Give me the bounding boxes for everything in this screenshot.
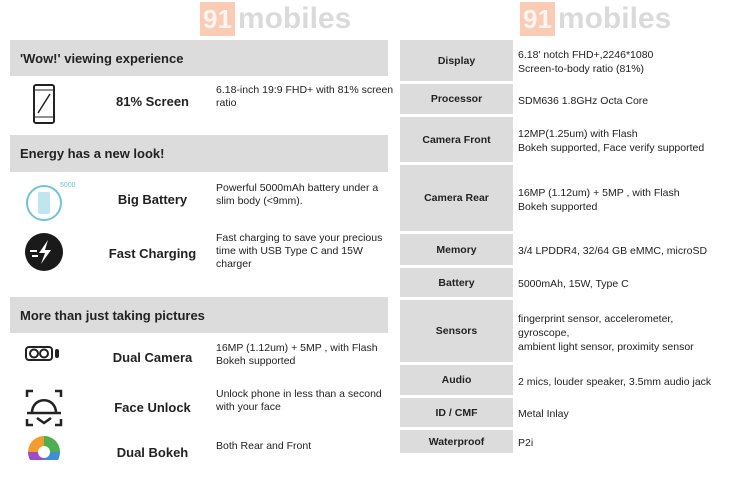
feature-name: Face Unlock	[114, 400, 191, 415]
feature-row: 81% Screen 6.18-inch 19:9 FHD+ with 81% …	[10, 82, 395, 126]
spec-row: ID / CMF Metal Inlay	[400, 398, 729, 430]
spec-row: Sensors fingerprint sensor, accelerometer…	[400, 300, 729, 365]
spec-value-line: P2i	[518, 437, 534, 449]
spec-row: Waterproof P2i	[400, 430, 729, 456]
section-header: 'Wow!' viewing experience	[10, 40, 388, 76]
spec-label: Camera Rear	[400, 165, 513, 234]
battery-badge: 5000	[60, 182, 76, 189]
watermark-text: mobiles	[557, 2, 672, 35]
watermark-logo: 91 mobiles	[200, 2, 351, 36]
spec-value-line: 6.18' notch FHD+,2246*1080	[518, 49, 654, 61]
spec-label: Sensors	[400, 300, 513, 365]
feature-desc: 6.18-inch 19:9 FHD+ with 81% screen rati…	[216, 84, 394, 109]
spec-value: 2 mics, louder speaker, 3.5mm audio jack	[513, 365, 729, 398]
spec-value-line: ambient light sensor, proximity sensor	[518, 340, 694, 353]
feature-name: Fast Charging	[108, 246, 197, 261]
spec-value-line: SDM636 1.8GHz Octa Core	[518, 94, 649, 107]
section-header: More than just taking pictures	[10, 297, 388, 333]
spec-row: Audio 2 mics, louder speaker, 3.5mm audio…	[400, 365, 729, 398]
feature-name: 81% Screen	[116, 94, 189, 109]
face-scan-icon	[25, 389, 63, 427]
feature-name: Dual Bokeh	[116, 445, 189, 460]
feature-row: Face Unlock Unlock phone in less than a …	[10, 386, 395, 430]
watermark-num: 91	[520, 2, 555, 36]
spec-row: Processor SDM636 1.8GHz Octa Core	[400, 84, 729, 117]
spec-value: P2i	[513, 430, 729, 456]
spec-value: 6.18' notch FHD+,2246*1080 Screen-to-body…	[513, 40, 729, 84]
feature-row: Dual Bokeh Both Rear and Front	[10, 430, 395, 460]
feature-desc: 16MP (1.12um) + 5MP , with Flash Bokeh s…	[216, 342, 378, 367]
spec-value-line: 12MP(1.25um) with Flash	[518, 128, 638, 140]
spec-row: Battery 5000mAh, 15W, Type C	[400, 268, 729, 300]
spec-value-line: 3/4 LPDDR4, 32/64 GB eMMC, microSD	[518, 245, 708, 257]
spec-value-line: Screen-to-body ratio (81%)	[518, 63, 645, 75]
watermark-logo: 91 mobiles	[520, 2, 671, 36]
feature-row: Dual Camera 16MP (1.12um) + 5MP , with F…	[10, 340, 395, 384]
section-header: Energy has a new look!	[10, 135, 388, 172]
spec-row: Display 6.18' notch FHD+,2246*1080 Screen-…	[400, 40, 729, 84]
spec-label: Waterproof	[400, 430, 513, 456]
spec-value-line: 5000mAh, 15W, Type C	[518, 278, 629, 290]
spec-value-line: Metal Inlay	[518, 408, 569, 420]
spec-value: fingerprint sensor, accelerometer, gyrosc…	[513, 300, 729, 365]
spec-label: Processor	[400, 84, 513, 117]
spec-value-line: 2 mics, louder speaker, 3.5mm audio jack	[518, 375, 712, 388]
dual-camera-icon	[25, 346, 59, 361]
spec-label: Memory	[400, 234, 513, 268]
battery-icon	[26, 185, 62, 221]
lightning-icon	[25, 233, 63, 271]
spec-value: 16MP (1.12um) + 5MP , with Flash Bokeh su…	[513, 165, 729, 234]
spec-value: 12MP(1.25um) with Flash Bokeh supported, …	[513, 117, 729, 165]
spec-label: Display	[400, 40, 513, 84]
spec-label: ID / CMF	[400, 398, 513, 430]
spec-value: 3/4 LPDDR4, 32/64 GB eMMC, microSD	[513, 234, 729, 268]
spec-label: Camera Front	[400, 117, 513, 165]
feature-name: Dual Camera	[112, 350, 193, 365]
spec-label: Audio	[400, 365, 513, 398]
spec-value-line: fingerprint sensor, accelerometer,	[518, 312, 674, 325]
feature-row: Fast Charging Fast charging to save your…	[10, 230, 395, 274]
spec-value-line: Bokeh supported	[518, 200, 598, 213]
spec-row: Camera Rear 16MP (1.12um) + 5MP , with Fl…	[400, 165, 729, 234]
feature-desc: Unlock phone in less than a second with …	[216, 388, 382, 413]
spec-value: 5000mAh, 15W, Type C	[513, 268, 729, 300]
feature-name: Big Battery	[117, 192, 188, 207]
spec-value: SDM636 1.8GHz Octa Core	[513, 84, 729, 117]
spec-value-line: Bokeh supported, Face verify supported	[518, 142, 705, 154]
feature-desc: Fast charging to save your precious time…	[216, 232, 383, 270]
spec-label: Battery	[400, 268, 513, 300]
spec-row: Memory 3/4 LPDDR4, 32/64 GB eMMC, microSD	[400, 234, 729, 268]
feature-row: 5000 Big Battery Powerful 5000mAh batter…	[10, 180, 395, 224]
feature-desc: Powerful 5000mAh battery under a slim bo…	[216, 182, 379, 207]
spec-value-line: 16MP (1.12um) + 5MP , with Flash	[518, 186, 680, 199]
phone-diagonal-icon	[33, 84, 55, 124]
spec-value: Metal Inlay	[513, 398, 729, 430]
feature-desc: Both Rear and Front	[216, 440, 312, 452]
spec-value-line: gyroscope,	[518, 326, 570, 339]
watermark-num: 91	[200, 2, 235, 36]
spec-row: Camera Front 12MP(1.25um) with Flash Bokeh…	[400, 117, 729, 165]
aperture-icon	[28, 436, 60, 460]
watermark-text: mobiles	[237, 2, 352, 35]
